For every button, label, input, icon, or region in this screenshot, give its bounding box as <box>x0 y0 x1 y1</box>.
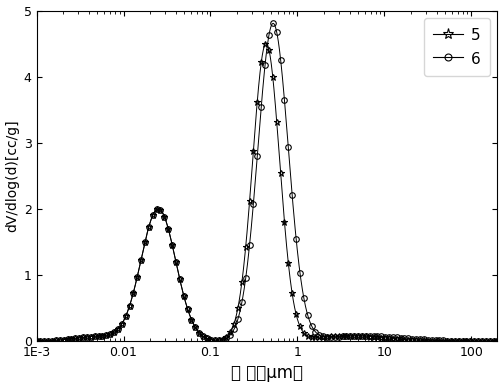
5 <box>293 312 299 317</box>
6 <box>401 336 407 340</box>
Legend: 5, 6: 5, 6 <box>424 18 490 76</box>
6 <box>34 339 40 343</box>
6 <box>293 237 299 241</box>
6 <box>355 333 361 338</box>
6 <box>157 208 163 212</box>
X-axis label: 孔 径（μm）: 孔 径（μm） <box>231 364 303 383</box>
Line: 5: 5 <box>33 41 501 345</box>
5 <box>355 334 361 338</box>
Line: 6: 6 <box>34 21 500 344</box>
5 <box>34 339 40 343</box>
6 <box>483 339 489 343</box>
Y-axis label: dV/dlog(d)[cc/g]: dV/dlog(d)[cc/g] <box>6 120 20 232</box>
5 <box>130 290 136 295</box>
6 <box>494 339 500 343</box>
6 <box>130 290 136 295</box>
5 <box>483 339 489 343</box>
5 <box>157 208 163 212</box>
5 <box>401 337 407 342</box>
5 <box>494 339 500 343</box>
6 <box>270 21 276 26</box>
5 <box>262 42 268 47</box>
